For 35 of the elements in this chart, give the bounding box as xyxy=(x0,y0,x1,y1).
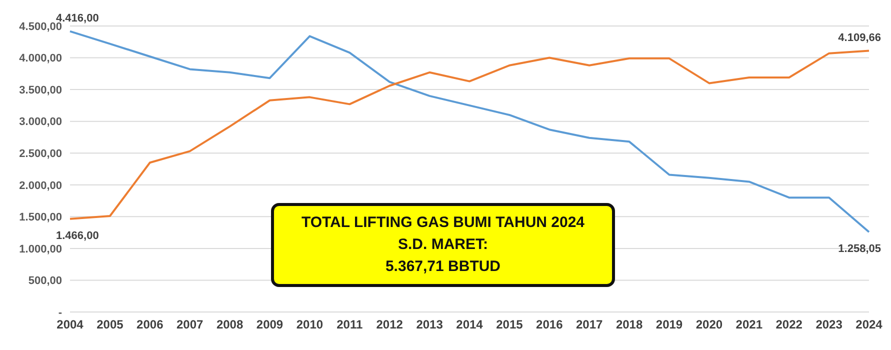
callout-box: TOTAL LIFTING GAS BUMI TAHUN 2024 S.D. MARET: 5.367,71 BBTUD xyxy=(271,203,615,287)
x-tick-label: 2006 xyxy=(136,318,164,332)
x-tick-label: 2016 xyxy=(536,318,564,332)
data-label: 4.109,66 xyxy=(838,32,881,44)
y-tick-label: 2.500,00 xyxy=(19,148,62,160)
x-tick-label: 2019 xyxy=(656,318,683,332)
x-tick-label: 2007 xyxy=(176,318,204,332)
data-label: 1.258,05 xyxy=(838,243,881,256)
x-tick-label: 2024 xyxy=(856,318,883,332)
y-tick-label: 2.000,00 xyxy=(19,180,62,192)
y-tick-label: 3.000,00 xyxy=(19,116,62,128)
x-tick-label: 2010 xyxy=(296,318,324,332)
x-tick-label: 2022 xyxy=(776,318,803,332)
x-tick-label: 2012 xyxy=(376,318,404,332)
y-tick-label: 1.500,00 xyxy=(19,212,62,224)
y-tick-label: - xyxy=(58,306,62,319)
x-tick-label: 2017 xyxy=(576,318,604,332)
x-tick-label: 2008 xyxy=(216,318,244,332)
x-tick-label: 2014 xyxy=(456,318,484,332)
data-label: 1.466,00 xyxy=(56,230,99,242)
x-tick-label: 2015 xyxy=(496,318,524,332)
x-tick-label: 2005 xyxy=(96,318,124,332)
y-tick-label: 500,00 xyxy=(28,275,62,288)
x-tick-label: 2021 xyxy=(736,318,763,332)
y-tick-label: 3.500,00 xyxy=(19,84,62,96)
y-tick-label: 4.000,00 xyxy=(19,52,62,65)
x-tick-label: 2011 xyxy=(336,318,363,332)
x-tick-label: 2013 xyxy=(416,318,444,332)
y-tick-label: 1.000,00 xyxy=(19,243,62,256)
x-tick-label: 2018 xyxy=(616,318,643,332)
annotation: TOTAL LIFTING GAS BUMI TAHUN 2024 S.D. MARET: 5.367,71 BBTUD xyxy=(300,213,586,277)
x-tick-label: 2004 xyxy=(56,318,84,332)
x-tick-label: 2009 xyxy=(256,318,284,332)
x-tick-label: 2023 xyxy=(816,318,843,332)
x-tick-label: 2020 xyxy=(696,318,723,332)
